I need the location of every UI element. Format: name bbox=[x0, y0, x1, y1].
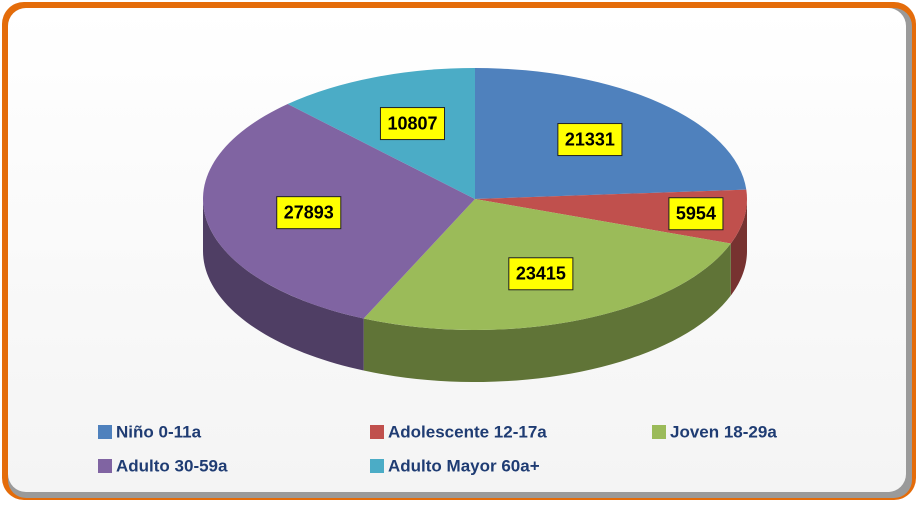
legend: Niño 0-11a Adolescente 12-17a Joven 18-29a… bbox=[98, 422, 777, 475]
data-label-text: 27893 bbox=[284, 202, 334, 222]
slice-side bbox=[363, 243, 731, 382]
legend-label: Adulto Mayor 60a+ bbox=[388, 456, 540, 475]
data-label-box bbox=[557, 123, 623, 157]
legend-label: Adolescente 12-17a bbox=[388, 422, 547, 441]
legend-swatch bbox=[370, 425, 384, 439]
legend-swatch bbox=[370, 459, 384, 473]
legend-swatch bbox=[652, 425, 666, 439]
pie: 21331 5954 23415 27893 10807 bbox=[202, 68, 747, 382]
data-label-text: 21331 bbox=[565, 129, 615, 149]
data-label-box bbox=[508, 257, 574, 291]
legend-swatch bbox=[98, 425, 112, 439]
data-label-box bbox=[379, 107, 446, 141]
legend-swatch bbox=[98, 459, 112, 473]
data-label: 27893 bbox=[276, 196, 342, 230]
legend-label: Adulto 30-59a bbox=[116, 456, 228, 475]
data-label-text: 5954 bbox=[676, 203, 716, 223]
legend-label: Joven 18-29a bbox=[670, 422, 777, 441]
data-label-text: 10807 bbox=[387, 113, 437, 133]
slice-side bbox=[203, 199, 364, 371]
data-label: 5954 bbox=[668, 197, 724, 231]
data-label-box bbox=[276, 196, 342, 230]
data-label: 10807 bbox=[379, 107, 446, 141]
data-label-text: 23415 bbox=[516, 264, 566, 284]
slice-side bbox=[730, 199, 747, 296]
data-label: 21331 bbox=[557, 123, 623, 157]
data-label: 23415 bbox=[508, 257, 574, 291]
legend-label: Niño 0-11a bbox=[116, 422, 202, 441]
data-label-box bbox=[668, 197, 724, 231]
